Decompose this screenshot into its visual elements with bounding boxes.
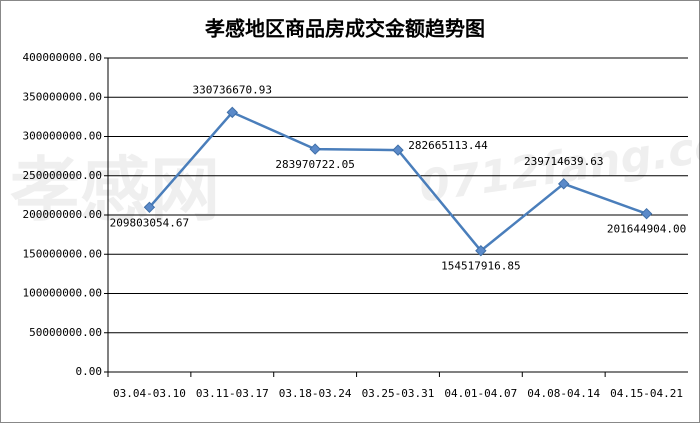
x-tick-label: 04.08-04.14 [527,387,600,400]
data-point [143,201,156,214]
chart-title: 孝感地区商品房成交金额趋势图 [204,17,485,41]
y-tick-label: 150000000.00 [23,247,102,260]
data-label: 282665113.44 [408,139,488,152]
data-point [558,178,570,190]
data-point [640,208,653,220]
x-tick-label: 03.11-03.17 [196,387,269,400]
data-point [392,144,404,156]
y-tick-label: 400000000.00 [23,51,102,64]
y-tick-label: 50000000.00 [29,326,102,339]
y-tick-label: 200000000.00 [23,208,102,221]
x-tick-label: 03.25-03.31 [362,387,435,400]
data-label: 209803054.67 [110,216,189,229]
x-tick-label: 04.15-04.21 [610,387,683,400]
x-tick-label: 03.18-03.24 [279,387,352,400]
data-label: 283970722.05 [275,158,354,171]
data-point [226,106,238,119]
data-label: 330736670.93 [193,83,272,96]
data-label: 154517916.85 [441,260,520,273]
y-tick-label: 100000000.00 [23,287,102,300]
data-point [475,244,487,257]
data-label: 201644904.00 [607,223,686,236]
x-tick-label: 04.01-04.07 [444,387,517,400]
watermark: 孝感网 [10,149,220,231]
y-tick-label: 300000000.00 [23,130,102,143]
data-label: 239714639.63 [524,155,603,168]
y-tick-label: 0.00 [76,365,103,378]
y-tick-label: 250000000.00 [23,169,102,182]
y-tick-label: 350000000.00 [23,90,102,103]
data-point [309,143,321,155]
x-tick-label: 03.04-03.10 [113,387,186,400]
